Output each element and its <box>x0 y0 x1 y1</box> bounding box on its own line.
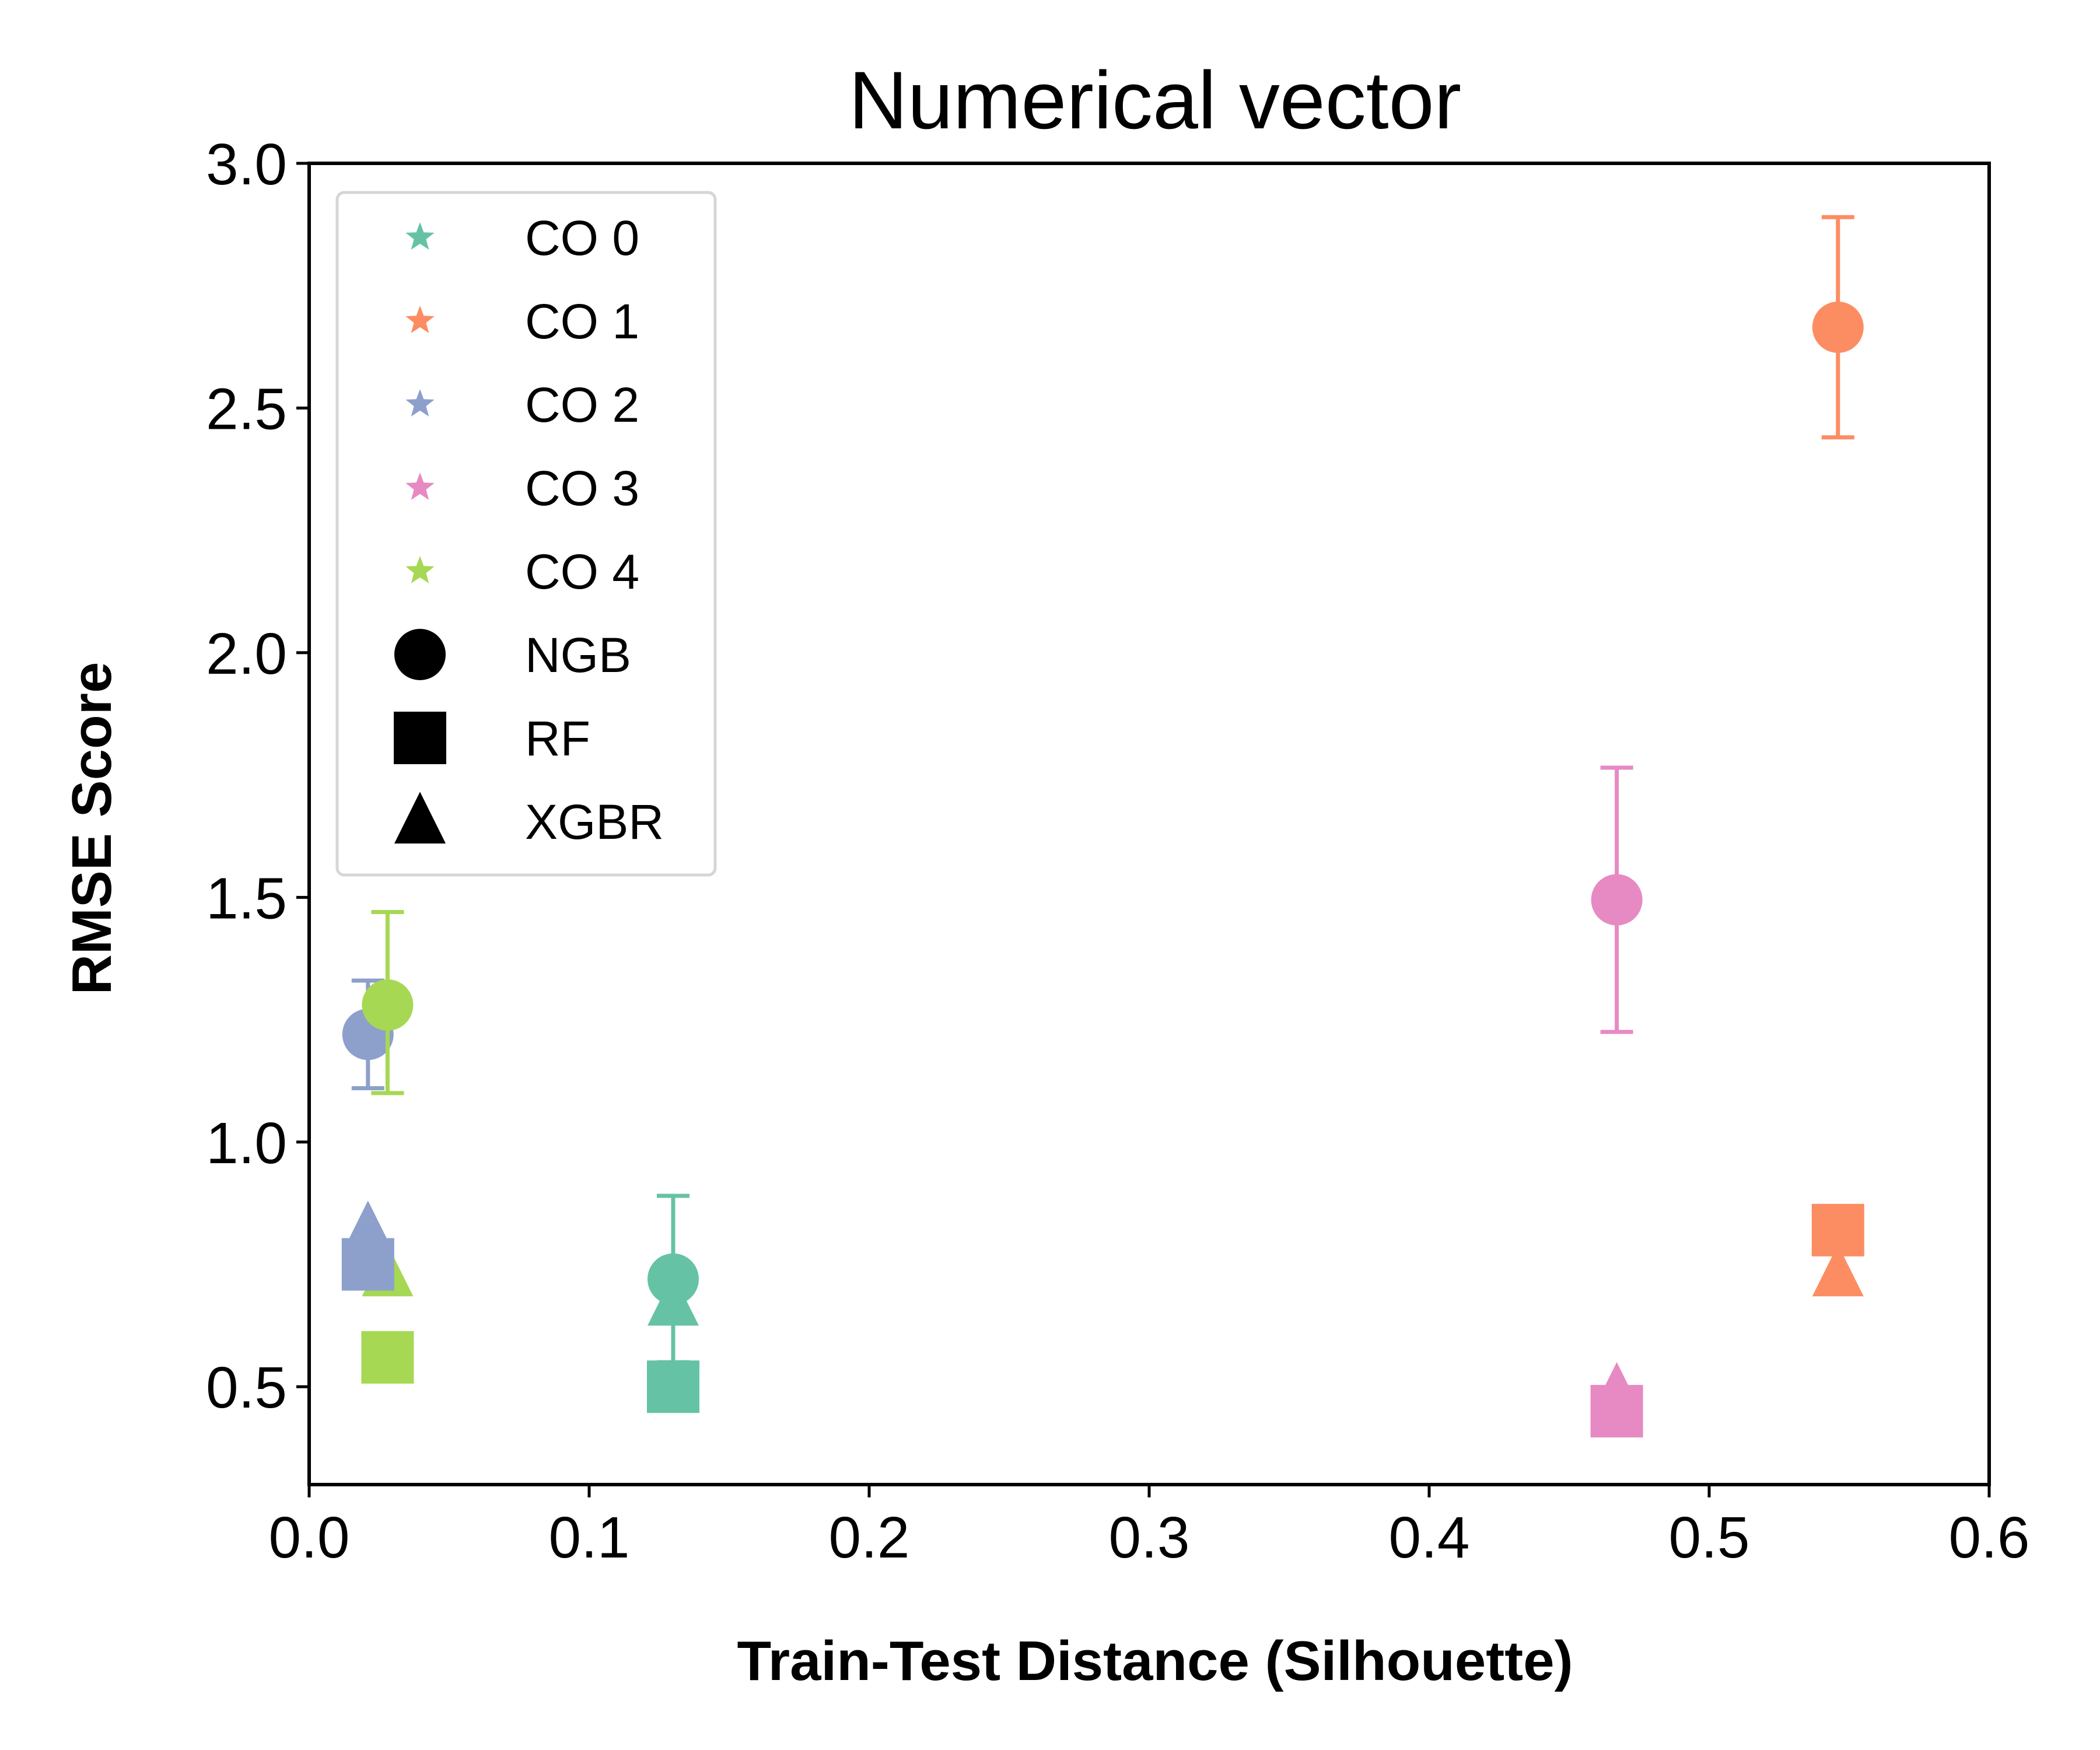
co-4-ngb-point <box>362 979 414 1031</box>
legend-label-xgbr: XGBR <box>525 794 664 849</box>
y-tick-label: 0.5 <box>206 1355 287 1420</box>
y-tick-label: 1.0 <box>206 1111 287 1176</box>
legend-box <box>335 191 717 877</box>
co-0-ngb-point <box>648 1253 699 1305</box>
legend-label-co-2: CO 2 <box>525 377 639 432</box>
co-1-ngb-point <box>1812 302 1864 354</box>
y-tick-label: 2.5 <box>206 376 287 442</box>
legend-label-co-4: CO 4 <box>525 544 639 599</box>
legend-label-co-3: CO 3 <box>525 461 639 516</box>
x-tick-label: 0.0 <box>268 1505 349 1570</box>
co-1-xgbr-point <box>1812 1244 1864 1297</box>
legend-co-3-star-icon <box>405 473 435 500</box>
co-4-rf-point <box>361 1331 414 1384</box>
co-0-rf-point <box>647 1360 699 1413</box>
y-axis-title: RMSE Score <box>61 662 123 995</box>
plot-marks <box>341 215 1864 1438</box>
x-axis-title: Train-Test Distance (Silhouette) <box>737 1630 1573 1692</box>
y-tick-label: 2.0 <box>206 621 287 687</box>
co-2-rf-point <box>341 1238 394 1291</box>
legend-co-1-star-icon <box>405 306 435 333</box>
legend-xgbr-triangle-icon <box>394 792 446 844</box>
y-tick-label: 1.5 <box>206 866 287 931</box>
legend-co-2-star-icon <box>405 389 435 416</box>
co-1-rf-point <box>1811 1203 1864 1256</box>
x-tick-label: 0.3 <box>1108 1505 1189 1570</box>
legend: CO 0 CO 1 CO 2 CO 3 CO 4 NGB RF XGBR <box>335 191 717 877</box>
x-tick-label: 0.1 <box>548 1505 629 1570</box>
x-tick-label: 0.4 <box>1388 1505 1469 1570</box>
legend-rf-square-icon <box>394 712 446 764</box>
x-tick-label: 0.5 <box>1668 1505 1749 1570</box>
legend-label-ngb: NGB <box>525 628 631 682</box>
co-3-rf-point <box>1590 1385 1643 1438</box>
chart-title: Numerical vector <box>849 54 1461 146</box>
co-3-ngb-point <box>1591 874 1643 926</box>
x-tick-label: 0.6 <box>1948 1505 2029 1570</box>
legend-co-4-star-icon <box>405 556 435 583</box>
legend-label-co-1: CO 1 <box>525 294 639 349</box>
axes: 0.0 0.1 0.2 0.3 0.4 0.5 0.6 0.5 1.0 1.5 2.0 2.5 3.0 <box>206 132 2030 1570</box>
y-tick-label: 3.0 <box>206 132 287 197</box>
legend-ngb-circle-icon <box>394 629 446 680</box>
legend-label-rf: RF <box>525 711 590 766</box>
x-tick-label: 0.2 <box>828 1505 909 1570</box>
legend-co-0-star-icon <box>405 222 435 250</box>
legend-label-co-0: CO 0 <box>525 211 639 265</box>
